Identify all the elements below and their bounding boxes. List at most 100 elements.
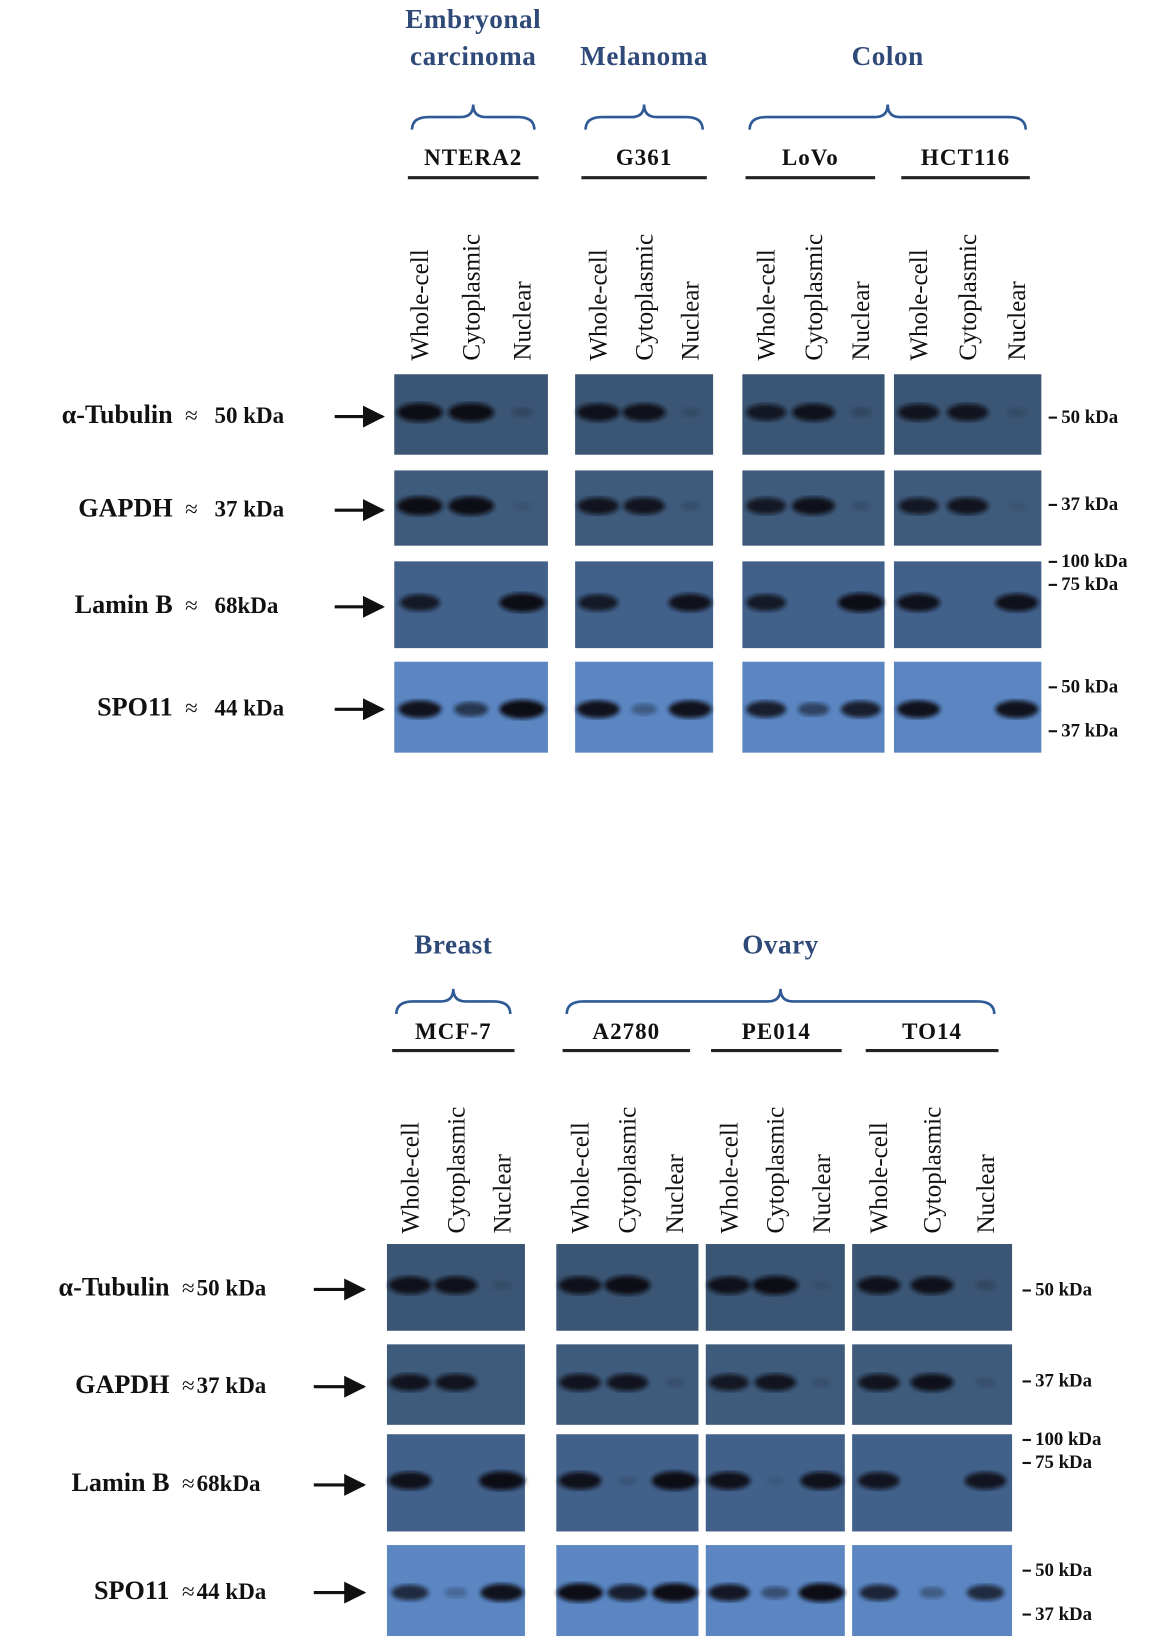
band <box>389 1374 431 1391</box>
lane-label: Nuclear <box>677 281 704 361</box>
lane-label: Nuclear <box>1004 281 1031 361</box>
band <box>577 497 619 514</box>
marker-label: 50 kDa <box>1035 1560 1093 1581</box>
band <box>558 1472 601 1490</box>
protein-label: Lamin B <box>75 590 173 619</box>
band <box>851 501 871 510</box>
band <box>800 1472 843 1490</box>
cell-line-label: G361 <box>616 145 673 170</box>
lane-label: Whole-cell <box>906 249 933 360</box>
band <box>400 594 440 611</box>
band <box>445 1587 468 1597</box>
approx-sign: ≈ <box>182 1471 195 1496</box>
lane-label: Whole-cell <box>407 249 434 360</box>
lane-label: Cytoplasmic <box>458 234 485 361</box>
band <box>799 1583 845 1602</box>
lane-label: Nuclear <box>662 1154 689 1234</box>
band <box>709 1374 749 1391</box>
band <box>680 408 700 417</box>
approx-sign: ≈ <box>185 696 198 721</box>
band <box>911 1374 954 1392</box>
band <box>434 1276 477 1294</box>
lane-label: Cytoplasmic <box>801 234 828 361</box>
lane-label: Cytoplasmic <box>955 234 982 361</box>
lane-label: Whole-cell <box>567 1122 594 1233</box>
lane-label: Cytoplasmic <box>631 234 658 361</box>
band <box>665 1378 685 1387</box>
band <box>391 1585 428 1601</box>
brace <box>412 105 534 130</box>
approx-sign: ≈ <box>185 403 198 428</box>
band <box>798 702 829 716</box>
band <box>857 1276 900 1294</box>
size-label: 37 kDa <box>214 496 284 521</box>
band <box>897 700 940 718</box>
protein-label: α-Tubulin <box>62 400 173 429</box>
band <box>752 1276 798 1295</box>
band <box>623 404 666 422</box>
marker-label: 37 kDa <box>1061 494 1119 515</box>
band <box>812 1378 832 1387</box>
size-label: 37 kDa <box>197 1373 267 1398</box>
band <box>707 1276 750 1294</box>
approx-sign: ≈ <box>182 1276 195 1301</box>
cell-line-label: MCF-7 <box>415 1019 492 1044</box>
band <box>707 1472 750 1490</box>
size-label: 68kDa <box>197 1471 261 1496</box>
band <box>975 1280 996 1290</box>
band <box>708 1584 750 1601</box>
brace <box>750 105 1026 130</box>
band <box>858 1472 900 1489</box>
band <box>454 702 488 717</box>
lane-label: Whole-cell <box>585 249 612 360</box>
band <box>607 1374 649 1391</box>
band <box>850 407 871 417</box>
band <box>841 701 881 718</box>
band <box>859 1585 898 1601</box>
band <box>898 404 940 421</box>
protein-label: α-Tubulin <box>59 1273 170 1302</box>
band <box>995 594 1038 612</box>
band <box>435 1374 477 1391</box>
marker-label: 50 kDa <box>1035 1280 1093 1301</box>
band <box>479 1471 525 1490</box>
brace <box>567 989 995 1014</box>
band <box>1007 408 1027 417</box>
band <box>631 704 657 715</box>
band <box>995 700 1038 718</box>
band <box>976 1378 996 1387</box>
marker-label: 75 kDa <box>1061 574 1119 595</box>
lane-label: Cytoplasmic <box>763 1107 790 1234</box>
band <box>652 1583 698 1602</box>
band <box>577 404 620 422</box>
band <box>618 1476 638 1485</box>
marker-label: 50 kDa <box>1061 677 1119 698</box>
band <box>858 1374 900 1391</box>
protein-label: SPO11 <box>94 1576 170 1605</box>
protein-label: GAPDH <box>75 1370 169 1399</box>
band <box>623 497 665 514</box>
band <box>761 1586 789 1599</box>
lane-label: Nuclear <box>489 1154 516 1234</box>
band <box>792 497 835 515</box>
band <box>746 594 786 611</box>
band <box>897 594 940 612</box>
lane-label: Nuclear <box>848 281 875 361</box>
band <box>499 593 545 612</box>
tissue-label: Ovary <box>742 929 819 959</box>
band <box>492 1281 512 1290</box>
approx-sign: ≈ <box>182 1373 195 1398</box>
band <box>559 1374 601 1391</box>
band <box>746 498 786 515</box>
lane-label: Whole-cell <box>716 1122 743 1233</box>
band <box>754 1374 796 1391</box>
size-label: 44 kDa <box>197 1579 267 1604</box>
band <box>898 498 938 515</box>
band <box>388 1472 431 1490</box>
cell-line-label: A2780 <box>592 1019 660 1044</box>
band <box>578 594 618 611</box>
size-label: 50 kDa <box>197 1276 267 1301</box>
brace <box>586 105 703 130</box>
band <box>766 1476 784 1485</box>
cell-line-label: LoVo <box>782 145 839 170</box>
